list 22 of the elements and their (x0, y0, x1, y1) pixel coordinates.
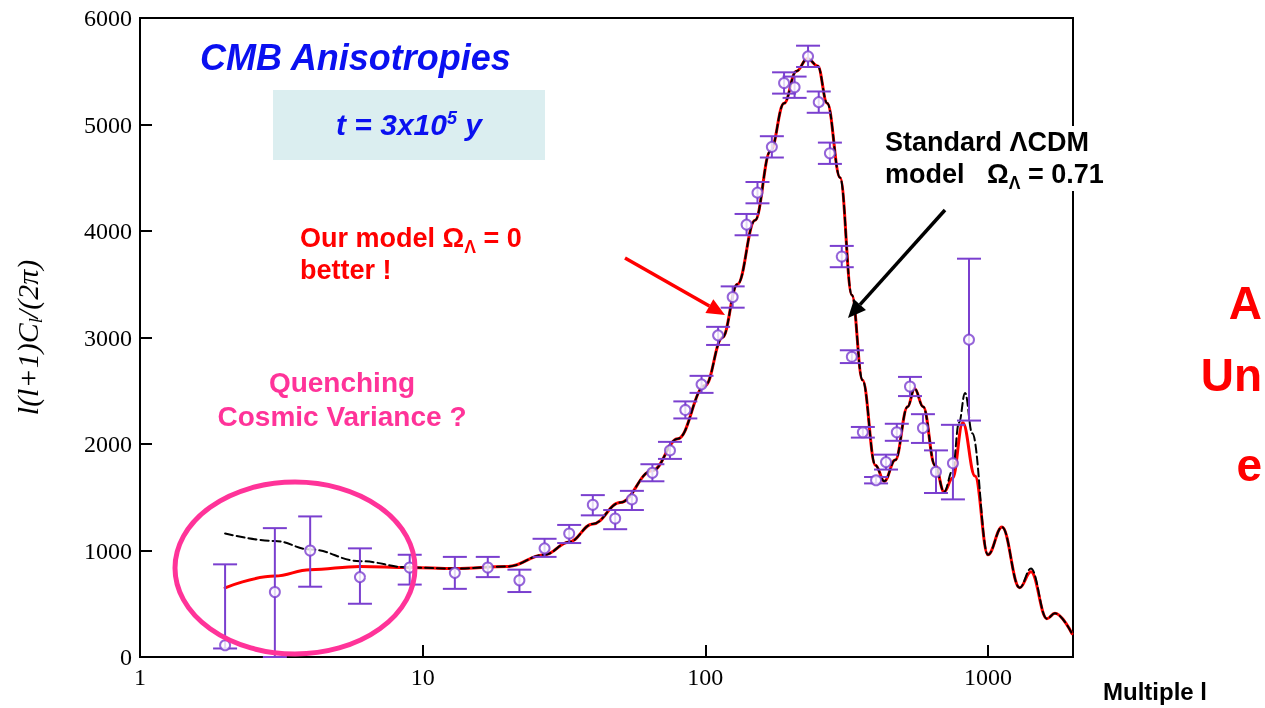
text: A (1228, 276, 1262, 331)
annotation: Quenching Cosmic Variance ? (217, 366, 467, 434)
annotation: CMB Anisotropies (200, 36, 511, 80)
text-box: t = 3x10$^{5}$ y (273, 90, 545, 160)
x-tick-label: 100 (687, 664, 724, 690)
y-tick-label: 0 (120, 644, 132, 670)
y-tick-label: 5000 (84, 111, 132, 138)
y-tick-label: 1000 (84, 537, 132, 564)
x-tick-label: 1 (134, 664, 146, 690)
y-tick-label: 3000 (84, 324, 132, 351)
y-tick-label: 2000 (84, 431, 132, 457)
x-axis-title: Multiple l (1103, 677, 1207, 705)
text: e (1236, 438, 1262, 493)
text: Our model Ω$_{Λ}$ = 0 better ! (300, 223, 522, 286)
y-tick-label: 4000 (84, 218, 132, 244)
annotation: Standard ΛCDM model Ω$_{Λ}$ = 0.71 (885, 126, 1104, 194)
y-axis-title: l(l+1)Cl/(2π) (10, 259, 46, 416)
annotation: t = 3x10$^{5}$ y (336, 107, 482, 143)
text: Un (1200, 348, 1262, 403)
x-tick-label: 1000 (963, 664, 1012, 690)
y-tick-label: 6000 (84, 5, 132, 31)
x-tick-label: 10 (410, 664, 435, 690)
